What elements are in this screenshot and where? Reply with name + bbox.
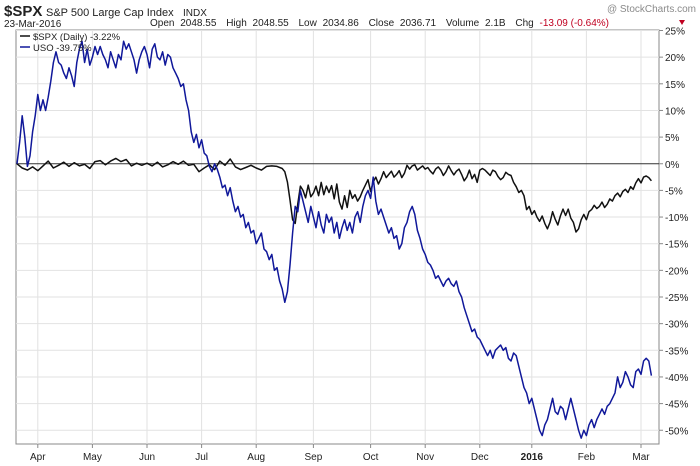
series-line-uso (16, 40, 653, 439)
symbol-label: $SPX (4, 3, 42, 20)
down-arrow-icon (679, 20, 685, 25)
low-value: 2034.86 (323, 18, 360, 29)
exchange-label: INDX (183, 8, 207, 19)
x-tick-label: Sep (305, 452, 323, 463)
open-value: 2048.55 (180, 18, 217, 29)
x-tick-label: Oct (363, 452, 379, 463)
y-tick-label: -35% (665, 346, 688, 357)
x-axis: Apr May Jun Jul Aug Sep Oct Nov Dec 2016 Feb Mar (30, 444, 650, 463)
y-tick-label: 0% (665, 160, 680, 171)
x-tick-label: Feb (578, 452, 596, 463)
y-tick-label: 20% (665, 53, 685, 64)
x-tick-label: Mar (632, 452, 650, 463)
plot-frame (15, 29, 660, 445)
x-tick-label: Dec (471, 452, 489, 463)
volume-label: Volume (446, 18, 480, 29)
y-tick-label: 15% (665, 80, 685, 91)
y-tick-label: -50% (665, 426, 688, 437)
y-tick-label: 5% (665, 133, 680, 144)
x-tick-label: Nov (416, 452, 434, 463)
y-tick-label: 10% (665, 106, 685, 117)
x-tick-label: May (83, 452, 102, 463)
volume-value: 2.1B (485, 18, 506, 29)
y-axis: 25% 20% 15% 10% 5% 0% -5% -10% -15% -20% -25% -30% -… (659, 27, 688, 437)
y-tick-label: -45% (665, 400, 688, 411)
y-tick-label: -30% (665, 320, 688, 331)
y-tick-label: -5% (665, 186, 683, 197)
legend-label-spx: $SPX (Daily) -3.22% (33, 32, 121, 43)
x-tick-label: Jun (139, 452, 155, 463)
x-tick-label: Jul (195, 452, 208, 463)
y-tick-label: -25% (665, 293, 688, 304)
close-value: 2036.71 (400, 18, 437, 29)
legend: $SPX (Daily) -3.22% USO -39.75% (20, 32, 121, 54)
x-tick-label: Apr (30, 452, 46, 463)
x-tick-label: Aug (247, 452, 265, 463)
legend-label-uso: USO -39.75% (33, 43, 92, 54)
y-tick-label: -20% (665, 266, 688, 277)
y-tick-label: 25% (665, 27, 685, 38)
watermark: @ StockCharts.com (607, 4, 696, 15)
chg-label: Chg (515, 18, 533, 29)
series-line-spx (16, 157, 652, 233)
index-name: S&P 500 Large Cap Index (46, 7, 174, 19)
grid-layer (16, 30, 659, 444)
open-label: Open (150, 18, 174, 29)
y-tick-label: -10% (665, 213, 688, 224)
high-label: High (226, 18, 247, 29)
x-tick-label: 2016 (521, 452, 544, 463)
low-label: Low (298, 18, 317, 29)
date-label: 23-Mar-2016 (4, 19, 62, 30)
y-tick-label: -40% (665, 373, 688, 384)
chg-value: -13.09 (-0.64%) (540, 18, 609, 29)
close-label: Close (369, 18, 395, 29)
y-tick-label: -15% (665, 240, 688, 251)
ohlc-line: Open 2048.55 High 2048.55 Low 2034.86 Cl… (150, 18, 609, 29)
high-value: 2048.55 (253, 18, 290, 29)
series-layer (16, 40, 653, 439)
